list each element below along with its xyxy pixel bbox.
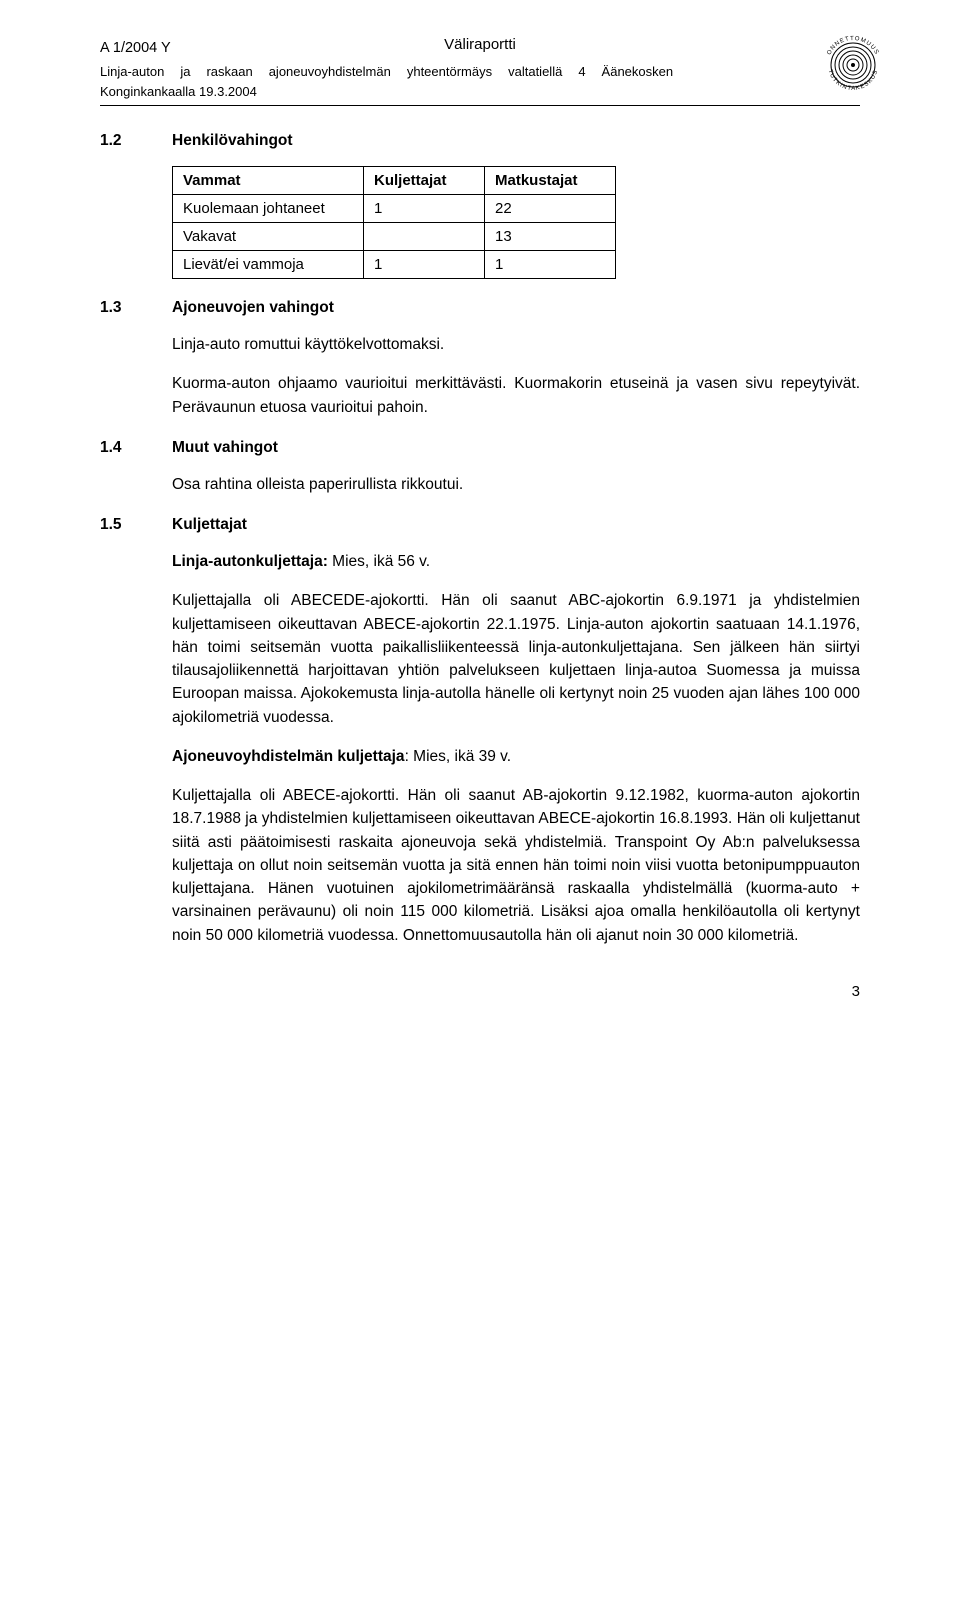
subheader: Linja-auton ja raskaan ajoneuvoyhdistelm… bbox=[100, 62, 860, 101]
sub-word: 4 bbox=[578, 62, 585, 82]
sub-line2: Konginkankaalla 19.3.2004 bbox=[100, 82, 860, 102]
th: Vammat bbox=[173, 167, 364, 195]
th: Matkustajat bbox=[485, 167, 616, 195]
sub-word: ja bbox=[180, 62, 190, 82]
td: Kuolemaan johtaneet bbox=[173, 195, 364, 223]
td: 13 bbox=[485, 223, 616, 251]
doc-id: A 1/2004 Y bbox=[100, 40, 171, 56]
section-title: Kuljettajat bbox=[172, 516, 247, 534]
section-head-13: 1.3 Ajoneuvojen vahingot bbox=[100, 299, 860, 317]
section-head-15: 1.5 Kuljettajat bbox=[100, 516, 860, 534]
th: Kuljettajat bbox=[364, 167, 485, 195]
section-num: 1.2 bbox=[100, 132, 136, 150]
td: 1 bbox=[364, 251, 485, 279]
section-title: Henkilövahingot bbox=[172, 132, 293, 150]
sub-word: valtatiellä bbox=[508, 62, 562, 82]
sub-word: Linja-auton bbox=[100, 62, 164, 82]
td: Lievät/ei vammoja bbox=[173, 251, 364, 279]
section-num: 1.5 bbox=[100, 516, 136, 534]
sub-word: yhteentörmäys bbox=[407, 62, 492, 82]
section-num: 1.3 bbox=[100, 299, 136, 317]
td: 22 bbox=[485, 195, 616, 223]
td: Vakavat bbox=[173, 223, 364, 251]
td: 1 bbox=[364, 195, 485, 223]
para-14a: Osa rahtina olleista paperirullista rikk… bbox=[172, 473, 860, 496]
label-bold: Linja-autonkuljettaja: bbox=[172, 553, 328, 570]
label-rest: : Mies, ikä 39 v. bbox=[405, 748, 512, 765]
para-15-label1: Linja-autonkuljettaja: Mies, ikä 56 v. bbox=[172, 550, 860, 573]
page-number: 3 bbox=[100, 983, 860, 1000]
label-rest: Mies, ikä 56 v. bbox=[328, 553, 430, 570]
label-bold: Ajoneuvoyhdistelmän kuljettaja bbox=[172, 748, 405, 765]
para-15a: Kuljettajalla oli ABECEDE-ajokortti. Hän… bbox=[172, 589, 860, 729]
section-head-12: 1.2 Henkilövahingot bbox=[100, 132, 860, 150]
sub-word: raskaan bbox=[206, 62, 252, 82]
section-head-14: 1.4 Muut vahingot bbox=[100, 439, 860, 457]
para-13b: Kuorma-auton ohjaamo vaurioitui merkittä… bbox=[172, 372, 860, 419]
td: 1 bbox=[485, 251, 616, 279]
logo-icon: ONNETTOMUUS TUTKINTAKESKUS bbox=[818, 30, 888, 100]
section-num: 1.4 bbox=[100, 439, 136, 457]
sub-word: Äänekosken bbox=[602, 62, 674, 82]
section-title: Ajoneuvojen vahingot bbox=[172, 299, 334, 317]
para-15-label2: Ajoneuvoyhdistelmän kuljettaja: Mies, ik… bbox=[172, 745, 860, 768]
center-title: Väliraportti bbox=[444, 36, 516, 53]
injuries-table: Vammat Kuljettajat Matkustajat Kuolemaan… bbox=[172, 166, 616, 279]
td bbox=[364, 223, 485, 251]
para-15b: Kuljettajalla oli ABECE-ajokortti. Hän o… bbox=[172, 784, 860, 947]
section-title: Muut vahingot bbox=[172, 439, 278, 457]
header-rule bbox=[100, 105, 860, 106]
para-13a: Linja-auto romuttui käyttökelvottomaksi. bbox=[172, 333, 860, 356]
header-row: A 1/2004 Y Väliraportti ONNETTOMUUS TUTK… bbox=[100, 40, 860, 56]
sub-word: ajoneuvoyhdistelmän bbox=[269, 62, 391, 82]
svg-text:TUTKINTAKESKUS: TUTKINTAKESKUS bbox=[827, 69, 880, 92]
